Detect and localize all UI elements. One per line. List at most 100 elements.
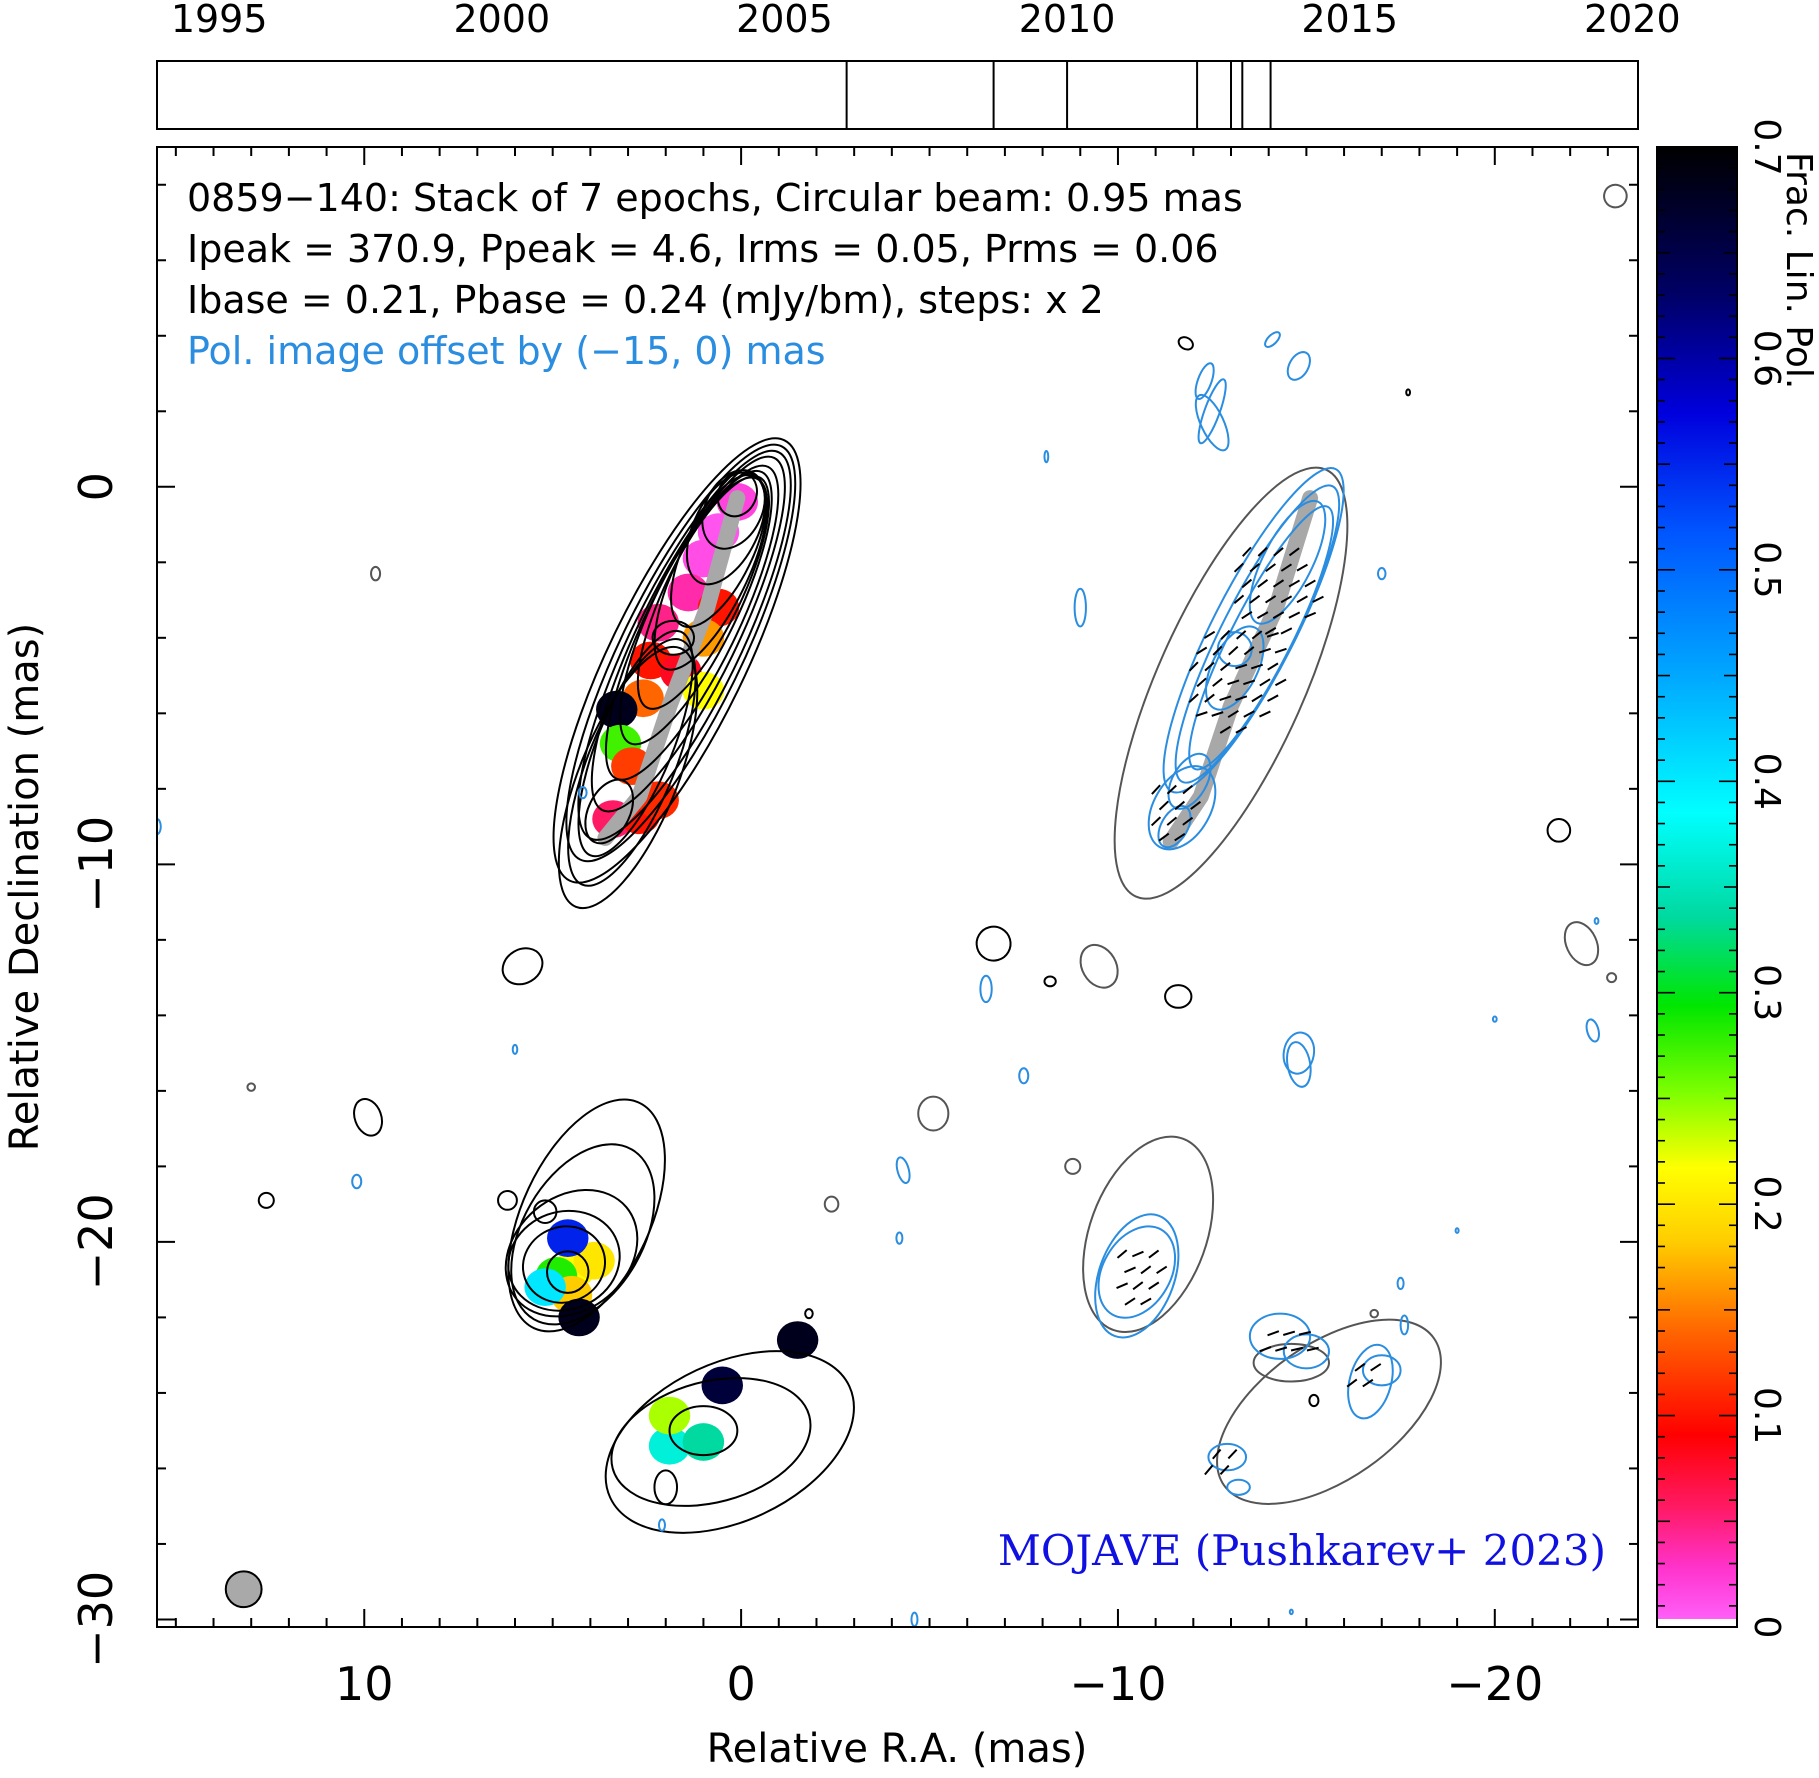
evpa-stick: [1132, 1281, 1144, 1291]
total-intensity-contour-offset: [1216, 1318, 1442, 1505]
evpa-stick: [1264, 627, 1277, 635]
evpa-stick: [1156, 1265, 1168, 1275]
timeline-year-label: 2000: [453, 0, 550, 41]
evpa-stick: [1124, 1266, 1136, 1274]
polarized-intensity-contour: [1205, 625, 1265, 711]
evpa-stick: [1219, 695, 1232, 702]
evpa-stick: [1174, 832, 1186, 842]
polarized-intensity-contour: [1347, 1343, 1394, 1420]
evpa-stick: [1274, 678, 1287, 687]
evpa-stick: [1249, 562, 1260, 573]
evpa-stick: [1148, 1281, 1160, 1290]
evpa-stick: [1116, 1282, 1129, 1289]
evpa-stick: [1219, 1464, 1230, 1475]
evpa-stick: [1228, 645, 1239, 656]
noise-contour-polarized: [157, 818, 162, 836]
evpa-stick: [1312, 595, 1324, 603]
noise-contour: [1177, 336, 1194, 351]
evpa-stick: [1306, 1346, 1319, 1352]
evpa-stick: [1220, 629, 1231, 640]
polarized-intensity-contour: [1162, 467, 1345, 794]
header-line-2: Ipeak = 370.9, Ppeak = 4.6, Irms = 0.05,…: [187, 227, 1219, 271]
evpa-stick: [1243, 679, 1256, 686]
noise-contour: [975, 925, 1012, 962]
evpa-stick: [1204, 693, 1215, 703]
polarized-intensity-contours: [1094, 351, 1402, 1496]
evpa-stick: [1131, 1250, 1144, 1258]
total-intensity-contour: [716, 471, 758, 518]
polarization-patch: [682, 1423, 725, 1461]
noise-contour-polarized: [1593, 916, 1600, 925]
colorbar-tick-labels: 0 0.1 0.2 0.3 0.4 0.5 0.6 0.7: [1746, 118, 1787, 1638]
evpa-stick: [1304, 579, 1316, 588]
total-intensity-contour: [604, 1350, 855, 1534]
evpa-stick: [1235, 663, 1248, 670]
x-tick-label: 0: [726, 1657, 755, 1711]
noise-contour: [1164, 984, 1193, 1009]
evpa-stick: [1196, 677, 1207, 688]
noise-contour-polarized: [1376, 566, 1387, 581]
evpa-stick: [1235, 695, 1248, 702]
evpa-stick: [1174, 800, 1186, 811]
evpa-stick: [1267, 662, 1279, 671]
ridge-line-total: [597, 490, 746, 846]
total-intensity-contours: [504, 437, 1442, 1534]
evpa-stick: [1241, 610, 1253, 620]
total-intensity-contour: [532, 1199, 558, 1224]
evpa-stick: [1346, 1378, 1358, 1388]
polarized-intensity-contour: [1097, 1225, 1177, 1319]
evpa-stick: [1212, 677, 1223, 687]
y-tick-label: −30: [69, 1571, 123, 1668]
polarization-patch: [524, 1268, 566, 1307]
evpa-stick: [1249, 594, 1261, 604]
noise-contour-polarized: [1585, 1018, 1600, 1043]
header-line-3: Ibase = 0.21, Pbase = 0.24 (mJy/bm), ste…: [187, 278, 1104, 322]
y-axis-label: Relative Declination (mas): [2, 623, 48, 1151]
timeline-epochs: [845, 61, 1272, 129]
evpa-stick: [1227, 679, 1240, 686]
evpa-stick: [1290, 1346, 1304, 1352]
polarized-intensity-contour: [1157, 804, 1192, 849]
evpa-stick: [1280, 563, 1292, 572]
header-line-4: Pol. image offset by (−15, 0) mas: [187, 329, 826, 373]
evpa-stick: [1204, 661, 1215, 672]
polarized-intensity-contour: [1361, 1354, 1402, 1387]
total-intensity-contour: [619, 469, 773, 746]
evpa-stick: [1182, 816, 1194, 826]
noise-contour-polarized: [1454, 1227, 1460, 1234]
evpa-stick: [1188, 693, 1199, 703]
noise-contour-polarized: [1288, 1608, 1294, 1616]
evpa-stick: [1296, 563, 1308, 572]
colorbar-tick-label: 0.6: [1746, 330, 1787, 387]
evpa-stick: [1275, 1346, 1288, 1352]
evpa-stick: [1220, 661, 1231, 672]
credit-label: MOJAVE (Pushkarev+ 2023): [998, 1526, 1606, 1575]
evpa-stick: [1298, 1330, 1311, 1336]
evpa-stick: [1251, 694, 1263, 703]
evpa-stick: [1274, 647, 1287, 654]
evpa-stick: [1233, 562, 1244, 573]
polarized-intensity-contour: [1207, 1442, 1248, 1472]
evpa-stick: [1204, 1464, 1214, 1476]
fractional-polarization-map: [524, 483, 819, 1465]
noise-contour-polarized: [1043, 449, 1050, 464]
total-intensity-contour: [610, 1377, 812, 1507]
evpa-stick: [1288, 611, 1301, 619]
evpa-stick: [1264, 595, 1277, 604]
polarized-intensity-contour: [1094, 1213, 1180, 1339]
polarization-patch: [596, 690, 638, 729]
evpa-stick: [1219, 725, 1232, 734]
polarized-intensity-contour: [1194, 362, 1215, 400]
beam-marker: [224, 1570, 263, 1609]
x-tick-labels: 10 0 −10 −20: [335, 1657, 1543, 1711]
evpa-stick: [1203, 630, 1216, 639]
noise-contour: [1405, 388, 1412, 397]
noise-contour-offset: [1079, 943, 1119, 989]
total-intensity-contour: [577, 629, 694, 858]
evpa-stick: [1150, 816, 1162, 827]
noise-contour: [1546, 818, 1572, 843]
total-intensity-contour-offset: [1252, 1342, 1330, 1383]
total-intensity-contour: [685, 471, 767, 586]
timeline-year-label: 2010: [1019, 0, 1116, 41]
